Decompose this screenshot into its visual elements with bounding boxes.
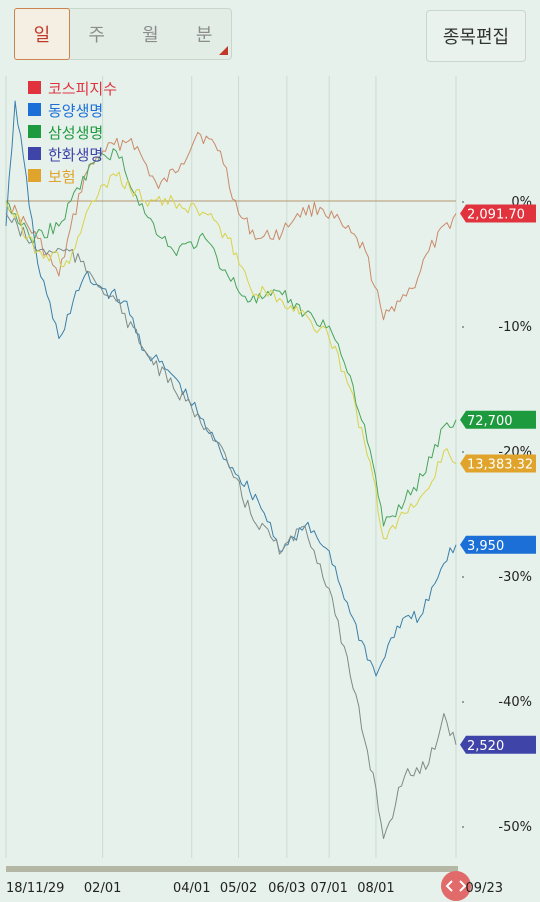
series-line-2 [5, 100, 457, 677]
legend-label: 한화생명 [48, 146, 103, 164]
legend-swatch [28, 147, 41, 160]
x-tick-label: 07/01 [310, 881, 347, 896]
value-tag-bg [460, 410, 536, 429]
period-tabs: 일 주 월 분 [14, 8, 232, 60]
tab-daily[interactable]: 일 [14, 8, 70, 60]
x-tick-label: 09/23 [466, 881, 503, 896]
tab-monthly[interactable]: 월 [142, 25, 159, 46]
legend-label: 삼성생명 [48, 124, 103, 142]
y-tick-label: -50% [498, 820, 532, 835]
y-tick-dot [462, 451, 464, 453]
legend-swatch [28, 81, 41, 94]
value-tag-label: 3,950 [467, 539, 504, 554]
y-tick-label: -40% [498, 695, 532, 710]
x-tick-label: 18/11/29 [6, 881, 64, 896]
legend-label: 코스피지수 [48, 80, 117, 98]
legend-swatch [28, 103, 41, 116]
y-tick-dot [462, 701, 464, 703]
value-tag-bg [460, 535, 536, 554]
tab-minute-label: 분 [195, 25, 213, 46]
y-tick-label: -30% [498, 570, 532, 585]
value-tag-label: 13,383.32 [467, 458, 533, 473]
tab-weekly[interactable]: 주 [88, 25, 105, 46]
edit-stocks-button[interactable]: 종목편집 [426, 10, 526, 62]
value-tag-label: 2,091.70 [467, 208, 525, 223]
dropdown-corner-icon [219, 46, 228, 55]
value-tag-bg [460, 735, 536, 754]
x-tick-label: 05/02 [220, 881, 257, 896]
tab-minute[interactable]: 분 [177, 9, 231, 59]
value-tag: 2,091.70 [460, 204, 536, 223]
legend-swatch [28, 125, 41, 138]
x-tick-label: 02/01 [84, 881, 121, 896]
y-tick-label: 0% [511, 195, 532, 210]
scroll-arrows-icon [445, 880, 467, 892]
y-tick-dot [462, 201, 464, 203]
series-line-3 [5, 148, 457, 527]
value-tag-bg [460, 204, 536, 223]
y-tick-dot [462, 326, 464, 328]
value-tag-label: 72,700 [467, 414, 513, 429]
x-tick-label: 08/01 [357, 881, 394, 896]
value-tag: 13,383.32 [460, 454, 536, 473]
x-tick-label: 06/03 [268, 881, 305, 896]
value-tag-label: 2,520 [467, 739, 504, 754]
value-tag: 72,700 [460, 410, 536, 429]
value-tag: 2,520 [460, 735, 536, 754]
value-tag: 3,950 [460, 535, 536, 554]
value-tag-bg [460, 454, 536, 473]
legend-swatch [28, 169, 41, 182]
scrollbar-track [6, 866, 458, 872]
scroll-handle-icon [441, 871, 471, 901]
legend-label: 보험 [48, 168, 76, 186]
y-tick-label: -10% [498, 320, 532, 335]
series-line-1 [5, 131, 457, 321]
y-tick-dot [462, 826, 464, 828]
x-tick-label: 04/01 [173, 881, 210, 896]
y-tick-dot [462, 576, 464, 578]
legend-label: 동양생명 [48, 102, 103, 120]
series-line-5 [5, 171, 457, 540]
y-tick-label: -20% [498, 445, 532, 460]
series-line-4 [5, 213, 457, 839]
